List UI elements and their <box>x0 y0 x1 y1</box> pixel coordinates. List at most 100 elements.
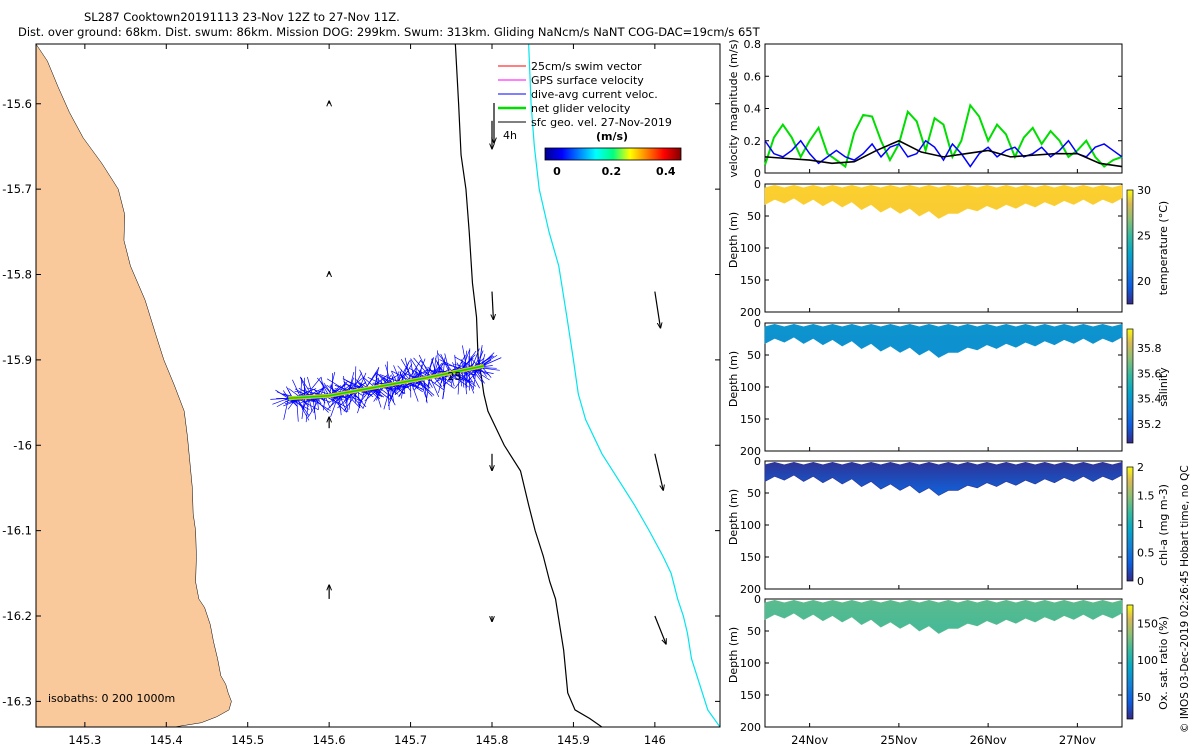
profile-ylabel: Depth (m) <box>727 212 740 268</box>
dive-avg-vector <box>472 367 477 390</box>
dive-avg-vector <box>307 376 314 397</box>
map-plot: 145.3 145.4 145.5 145.6 145.7 145.8 145.9 146 -1… <box>2 43 721 747</box>
dive-avg-vector <box>478 345 483 367</box>
colorbar-label: salinity <box>1157 367 1170 407</box>
legend-label: GPS surface velocity <box>531 74 644 87</box>
geo-vector <box>492 291 493 320</box>
profile-y-tick-label: 200 <box>740 445 761 458</box>
dive-avg-vector <box>391 370 411 382</box>
scale-arrow-label: 4h <box>503 129 517 142</box>
velocity-y-tick-label: 0.6 <box>744 70 762 83</box>
colorbar-tick-label: 1 <box>1137 518 1144 531</box>
dive-avg-vector <box>404 357 411 381</box>
dive-avg-vector <box>359 369 369 389</box>
dive-avg-vector <box>429 376 440 398</box>
dive-avg-vector <box>375 372 395 385</box>
map-y-tick-label: -15.8 <box>2 268 32 282</box>
profile-y-tick-label: 150 <box>740 274 761 287</box>
dive-avg-vector <box>431 358 437 376</box>
profile-y-tick-label: 0 <box>754 178 761 191</box>
profile-ylabel: Depth (m) <box>727 627 740 683</box>
velocity-series-line <box>764 139 1123 168</box>
dive-avg-vector <box>398 380 411 397</box>
time-axis-label: 25Nov <box>880 733 917 747</box>
profile-y-tick-label: 200 <box>740 721 761 734</box>
dive-avg-vector <box>481 357 502 367</box>
dive-avg-vector <box>410 380 419 402</box>
dive-avg-vector <box>409 368 428 379</box>
dive-avg-vector <box>383 384 392 410</box>
dive-avg-vector <box>308 396 313 412</box>
map-y-tick-label: -15.6 <box>2 97 32 111</box>
profile-colorbar <box>1126 604 1134 720</box>
dive-avg-vector <box>348 371 355 393</box>
profile-y-tick-label: 0 <box>754 593 761 606</box>
profile-y-tick-label: 100 <box>740 381 761 394</box>
colorbar-tick-label: 2 <box>1137 461 1144 474</box>
colorbar-tick-label: 0.5 <box>1137 547 1155 560</box>
velocity-y-tick-label: 0 <box>754 167 761 180</box>
map-y-tick-label: -16 <box>13 438 32 452</box>
colorbar-label: Ox. sat. ratio (%) <box>1157 616 1170 710</box>
dive-avg-vector <box>358 390 360 408</box>
profile-data <box>764 461 1123 496</box>
dive-avg-vector <box>307 396 322 418</box>
profile-y-tick-label: 200 <box>740 306 761 319</box>
velocity-y-tick-label: 0.2 <box>744 135 762 148</box>
profile-y-tick-label: 100 <box>740 242 761 255</box>
title-line-2: Dist. over ground: 68km. Dist. swum: 86k… <box>18 25 760 39</box>
colorbar-tick-label: 35.4 <box>1137 393 1162 406</box>
dive-avg-vector <box>272 397 289 405</box>
speed-colorbar <box>544 147 682 161</box>
isobath-label: isobaths: 0 200 1000m <box>48 692 175 705</box>
colorbar-tick-label: 30 <box>1137 184 1151 197</box>
velocity-ylabel: velocity magnitude (m/s) <box>727 39 740 177</box>
legend-label: 25cm/s swim vector <box>531 60 642 73</box>
map-x-tick-label: 145.5 <box>231 733 264 747</box>
dive-avg-vector <box>462 345 468 370</box>
map-x-tick-label: 145.6 <box>313 733 346 747</box>
colorbar-tick-label: 20 <box>1137 275 1151 288</box>
colorbar-tick-label: 1.5 <box>1137 490 1155 503</box>
profile-colorbar <box>1126 189 1134 305</box>
colorbar-label: temperature (°C) <box>1157 201 1170 295</box>
speed-colorbar-ticks: 0 0.2 0.4 <box>553 165 676 178</box>
colorbar-tick-label: 0 <box>553 165 561 178</box>
profile-y-tick-label: 0 <box>754 455 761 468</box>
velocity-y-tick-label: 0.4 <box>744 103 762 116</box>
dive-avg-vector <box>299 376 314 397</box>
dive-avg-vector <box>400 363 413 383</box>
profile-data <box>764 323 1123 358</box>
dive-avg-vector <box>471 368 484 384</box>
colorbar-label: chl-a (mg m-3) <box>1157 484 1170 566</box>
glider-track <box>270 345 502 423</box>
dive-avg-vector <box>387 384 390 406</box>
profile-y-tick-label: 50 <box>747 349 761 362</box>
dive-avg-vector <box>459 370 463 387</box>
profile-y-tick-label: 150 <box>740 689 761 702</box>
dive-avg-vector <box>326 392 346 410</box>
profile-ylabel: Depth (m) <box>727 351 740 407</box>
dive-avg-vector <box>328 395 347 413</box>
profile-colorbar <box>1126 328 1134 444</box>
map-x-tick-label: 146 <box>644 733 666 747</box>
dive-avg-vector <box>374 387 389 399</box>
profile-y-tick-label: 200 <box>740 583 761 596</box>
map-axes: 145.3 145.4 145.5 145.6 145.7 145.8 145.9 146 -1… <box>2 44 720 747</box>
dive-avg-vector <box>326 378 349 393</box>
legend-label: net glider velocity <box>531 102 631 115</box>
dive-avg-vector <box>390 384 395 403</box>
colorbar-tick-label: 35.6 <box>1137 367 1162 380</box>
profile-y-tick-label: 100 <box>740 657 761 670</box>
colorbar-tick-label: 0.4 <box>656 165 676 178</box>
coastline <box>36 44 232 727</box>
profile-ylabel: Depth (m) <box>727 489 740 545</box>
isobath-1000m <box>528 44 720 727</box>
dive-avg-vector <box>465 366 482 384</box>
velocity-frame <box>764 43 1123 174</box>
colorbar-tick-label: 35.8 <box>1137 342 1162 355</box>
dive-avg-vector <box>468 368 480 389</box>
geostrophic-vectors <box>329 101 666 644</box>
dive-avg-vector <box>433 361 439 377</box>
